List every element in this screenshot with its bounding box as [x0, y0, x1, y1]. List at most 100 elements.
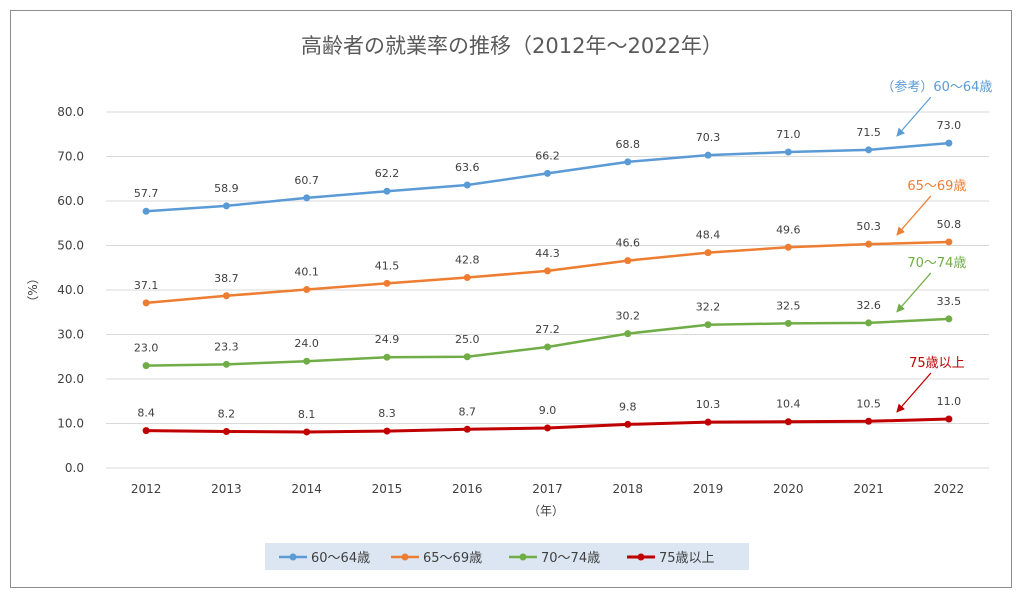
data-label: 40.1 [294, 266, 319, 279]
series-3: 23.0 23.3 24.0 24.9 25.0 27.2 30.2 32.2 32.5 32.6… [134, 295, 961, 370]
x-axis-ticks: 2012 2013 2014 2015 2016 2017 2018 2019 2020 2021… [131, 482, 964, 496]
data-point [544, 169, 551, 177]
y-tick-label: 0.0 [65, 461, 84, 475]
data-point [624, 420, 632, 428]
data-point [544, 267, 551, 275]
data-point [463, 274, 471, 282]
x-tick-label: 2016 [452, 482, 483, 496]
data-point [222, 202, 230, 210]
x-tick-label: 2020 [773, 482, 804, 496]
annotation-3: 70〜74歳 [896, 256, 966, 313]
annotation-arrow [896, 96, 932, 137]
data-point [784, 319, 792, 327]
data-label: 41.5 [375, 259, 400, 272]
data-label: 71.5 [856, 126, 881, 139]
series-layer: 57.7 58.9 60.7 62.2 63.6 66.2 68.8 70.3 71.0 71.5… [134, 119, 962, 436]
data-point [865, 417, 873, 425]
legend: 60〜64歳 65〜69歳 70〜74歳 75歳以上 [265, 543, 749, 570]
data-label: 62.2 [375, 167, 400, 180]
y-tick-label: 30.0 [57, 328, 84, 342]
data-point [704, 321, 712, 329]
data-point [383, 427, 391, 435]
data-point [142, 362, 150, 370]
data-point [383, 279, 391, 287]
data-point [865, 146, 873, 154]
data-point [222, 428, 230, 436]
data-point [142, 427, 150, 435]
data-label: 58.9 [214, 182, 239, 195]
data-label: 50.8 [937, 218, 962, 231]
data-label: 24.9 [375, 333, 400, 346]
data-label: 44.3 [535, 247, 560, 260]
data-label: 9.0 [539, 404, 557, 417]
data-label: 24.0 [294, 337, 319, 350]
data-point [945, 139, 953, 147]
data-point [303, 286, 311, 294]
data-label: 32.2 [696, 301, 721, 314]
x-tick-label: 2014 [291, 482, 322, 496]
data-point [463, 425, 471, 433]
data-point [624, 257, 632, 265]
legend-marker [401, 553, 409, 561]
data-label: 42.8 [455, 254, 480, 267]
x-tick-label: 2021 [853, 482, 884, 496]
data-label: 25.0 [455, 333, 480, 346]
data-label: 37.1 [134, 279, 159, 292]
data-point [544, 424, 551, 432]
x-tick-label: 2022 [934, 482, 965, 496]
data-point [383, 353, 391, 361]
y-tick-label: 20.0 [57, 372, 84, 386]
data-point [222, 292, 230, 300]
data-point [945, 315, 953, 323]
annotation-arrow [896, 195, 932, 236]
series-1: 57.7 58.9 60.7 62.2 63.6 66.2 68.8 70.3 71.0 71.5… [134, 119, 961, 215]
data-label: 57.7 [134, 187, 159, 200]
data-point [784, 148, 792, 156]
data-label: 10.3 [696, 398, 721, 411]
x-tick-label: 2013 [211, 482, 242, 496]
data-label: 9.8 [619, 400, 637, 413]
annotation-label: 70〜74歳 [907, 256, 966, 271]
data-label: 8.2 [218, 408, 236, 421]
data-label: 8.4 [137, 407, 155, 420]
data-label: 27.2 [535, 323, 560, 336]
annotation-4: 75歳以上 [896, 356, 965, 413]
data-label: 32.6 [856, 299, 881, 312]
data-point [303, 357, 311, 365]
data-label: 50.3 [856, 220, 881, 233]
data-label: 63.6 [455, 161, 480, 174]
annotation-arrow [896, 272, 932, 313]
legend-label: 60〜64歳 [311, 551, 370, 566]
annotation-label: 65〜69歳 [907, 179, 966, 194]
x-tick-label: 2017 [532, 482, 563, 496]
y-tick-label: 70.0 [57, 150, 84, 164]
data-label: 11.0 [937, 395, 962, 408]
data-point [544, 343, 551, 351]
legend-label: 70〜74歳 [541, 551, 600, 566]
line-chart: 高齢者の就業率の推移（2012年〜2022年） 0.0 10.0 20.0 30.0 4… [26, 34, 992, 570]
data-point [463, 181, 471, 189]
chart-frame: 高齢者の就業率の推移（2012年〜2022年） 0.0 10.0 20.0 30.0 4… [10, 10, 1012, 588]
legend-marker [637, 553, 645, 561]
data-point [463, 353, 471, 361]
annotation-1: （参考）60〜64歳 [881, 79, 992, 137]
annotation-2: 65〜69歳 [896, 179, 966, 236]
y-axis-label: （%） [26, 272, 40, 307]
y-tick-label: 40.0 [57, 283, 84, 297]
data-label: 66.2 [535, 149, 560, 162]
y-tick-label: 80.0 [57, 105, 84, 119]
legend-item-3: 70〜74歳 [509, 551, 600, 566]
data-point [704, 151, 712, 159]
data-label: 46.6 [616, 237, 641, 250]
data-label: 32.5 [776, 299, 801, 312]
legend-label: 65〜69歳 [423, 551, 482, 566]
data-point [865, 319, 873, 327]
data-label: 60.7 [294, 174, 319, 187]
y-tick-label: 50.0 [57, 239, 84, 253]
legend-marker [519, 553, 527, 561]
legend-item-2: 65〜69歳 [391, 551, 482, 566]
data-label: 8.7 [458, 405, 476, 418]
legend-background [265, 543, 749, 570]
data-label: 10.4 [776, 398, 801, 411]
data-label: 23.3 [214, 340, 239, 353]
